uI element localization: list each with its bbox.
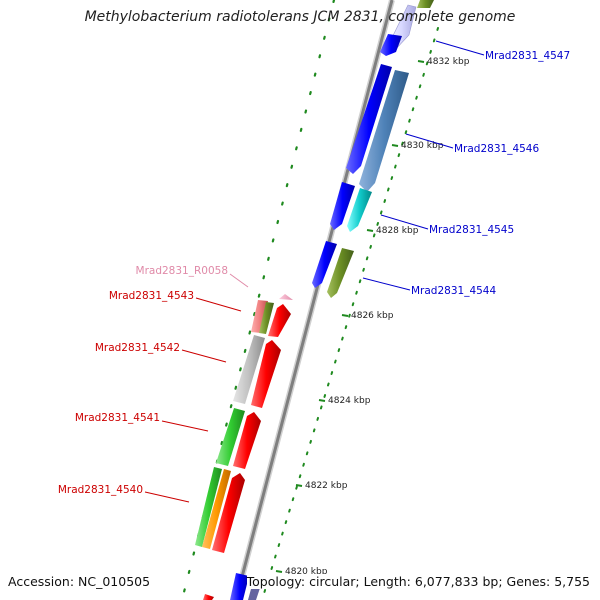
label-leader-line xyxy=(362,277,411,291)
feature-label[interactable]: Mrad2831_4546 xyxy=(454,143,539,155)
tick-label: 4830 kbp xyxy=(401,141,444,151)
feature-mrad2831-4544[interactable] xyxy=(312,241,354,298)
accession-text: Accession: NC_010505 xyxy=(8,574,151,589)
label-leader-line xyxy=(195,297,242,312)
label-leader-line xyxy=(380,214,429,230)
tick-label: 4828 kbp xyxy=(376,226,419,236)
feature-label[interactable]: Mrad2831_4545 xyxy=(429,224,514,236)
tick-mark xyxy=(275,570,283,573)
tick-mark xyxy=(391,144,399,147)
feature-mrad2831-4547[interactable] xyxy=(380,0,434,56)
feature-label[interactable]: Mrad2831_4541 xyxy=(75,412,160,424)
feature-label[interactable]: Mrad2831_R0058 xyxy=(136,265,228,277)
tick-mark xyxy=(341,314,349,317)
feature-mrad2831-r0058[interactable] xyxy=(279,294,293,300)
feature-label[interactable]: Mrad2831_4544 xyxy=(411,285,496,297)
label-leader-line xyxy=(181,349,227,363)
tick-mark xyxy=(417,60,425,63)
feature-mrad2831-4542[interactable] xyxy=(233,335,281,408)
label-leader-line xyxy=(229,273,249,288)
label-leader-line xyxy=(435,40,485,56)
feature-mrad2831-4545[interactable] xyxy=(330,182,372,232)
feature-label[interactable]: Mrad2831_4540 xyxy=(58,484,143,496)
feature-mrad2831-4546[interactable] xyxy=(346,64,409,192)
feature-mrad2831-4540[interactable] xyxy=(195,467,245,553)
genome-title: Methylobacterium radiotolerans JCM 2831,… xyxy=(84,9,516,25)
kbp-ticks: 4832 kbp 4830 kbp 4828 kbp 4826 kbp 4824 kbp… xyxy=(275,57,470,577)
label-leader-line xyxy=(405,133,454,149)
dotted-guide-inner xyxy=(261,27,439,600)
tick-label: 4826 kbp xyxy=(351,311,394,321)
feature-label[interactable]: Mrad2831_4543 xyxy=(109,290,194,302)
tick-mark xyxy=(318,399,326,402)
topology-summary: Topology: circular; Length: 6,077,833 bp… xyxy=(246,574,590,589)
tick-label: 4824 kbp xyxy=(328,396,371,406)
feature-mrad2831-4541[interactable] xyxy=(216,408,261,469)
tick-label: 4832 kbp xyxy=(427,57,470,67)
tick-label: 4822 kbp xyxy=(305,481,348,491)
genome-backbone xyxy=(233,0,395,600)
feature-mrad2831-4543[interactable] xyxy=(251,300,291,337)
feature-label[interactable]: Mrad2831_4547 xyxy=(485,50,570,62)
tick-mark xyxy=(295,484,303,487)
feature-labels: Mrad2831_4547 Mrad2831_4546 Mrad2831_4545 M… xyxy=(58,40,570,503)
label-leader-line xyxy=(144,491,190,503)
tick-mark xyxy=(366,229,374,232)
feature-label[interactable]: Mrad2831_4542 xyxy=(95,342,180,354)
label-leader-line xyxy=(161,420,209,432)
tick-label: 4820 kbp xyxy=(285,567,328,577)
